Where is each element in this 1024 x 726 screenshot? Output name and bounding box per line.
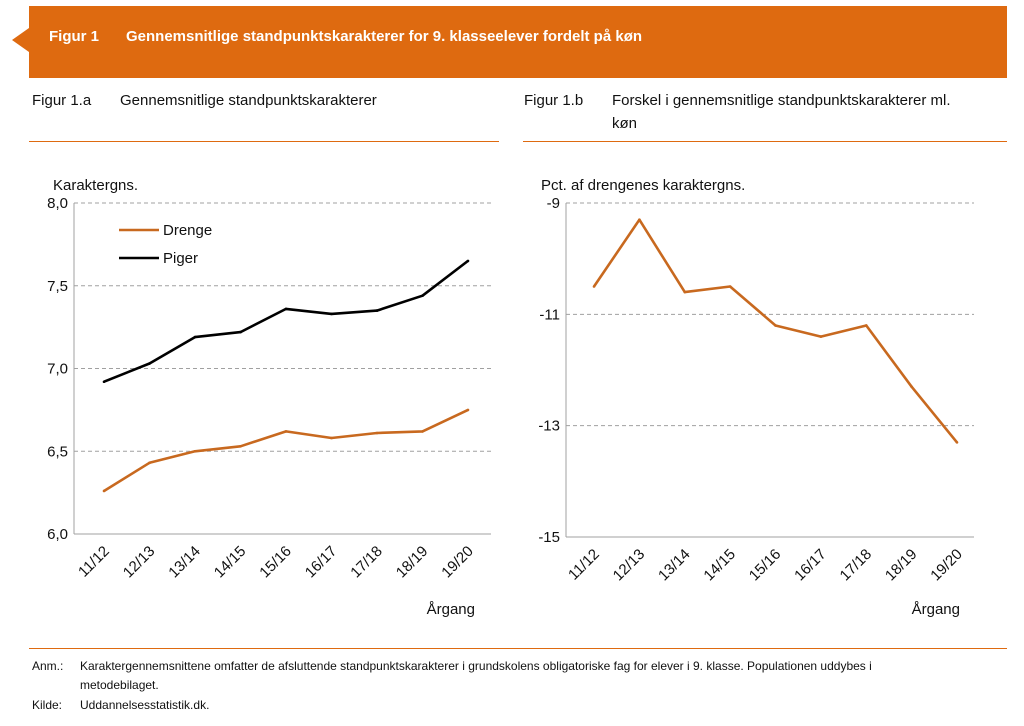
chart-b-x-tick-label: 18/19 [882, 546, 921, 585]
chart-a-data-point [466, 259, 470, 263]
chart-a-legend-label-drenge: Drenge [163, 222, 212, 239]
chart-a-y-axis-title: Karaktergns. [53, 177, 138, 194]
chart-a-x-tick-label: 19/20 [438, 543, 477, 582]
chart-a-data-point [102, 380, 106, 384]
panel-a-figure-label: Figur 1.a [32, 92, 92, 109]
chart-b-x-tick-label: 11/12 [565, 546, 603, 584]
chart-b-x-tick-label: 12/13 [610, 546, 649, 585]
chart-b-x-tick-label: 13/14 [655, 546, 694, 585]
chart-b-data-point [910, 385, 913, 389]
chart-a-data-point [148, 362, 151, 365]
figure-number: Figur 1 [49, 28, 100, 45]
chart-a-legend-label-piger: Piger [163, 250, 198, 267]
chart-a-y-tick-label: 6,5 [47, 443, 68, 460]
chart-b-x-tick-label: 14/15 [700, 546, 739, 585]
chart-b-y-axis-title: Pct. af drengenes karaktergns. [541, 177, 745, 194]
chart-a-data-point [148, 461, 151, 465]
chart-a-data-point [421, 294, 424, 297]
chart-a-x-tick-label: 12/13 [120, 543, 159, 582]
chart-a-data-point [330, 436, 333, 440]
panel-b-title-line1: Forskel i gennemsnitlige standpunktskara… [612, 92, 951, 109]
chart-b-x-tick-label: 15/16 [746, 546, 785, 585]
anm-line2: metodebilaget. [80, 678, 159, 692]
chart-b-y-tick-label: -13 [538, 418, 560, 435]
chart-b-x-tick-label: 19/20 [927, 546, 966, 585]
chart-b-x-tick-label: 17/18 [837, 546, 876, 585]
chart-a-x-tick-label: 16/17 [302, 543, 341, 582]
chart-b-data-point [728, 285, 732, 288]
chart-a-data-point [330, 312, 333, 316]
figure-title: Gennemsnitlige standpunktskarakterer for… [126, 28, 643, 45]
chart-b-y-tick-label: -15 [538, 529, 560, 546]
chart-b-data-point [592, 285, 596, 288]
anm-label: Anm.: [32, 659, 64, 673]
chart-a-data-point [375, 431, 379, 435]
chart-b-data-point [683, 290, 687, 294]
chart-a-series-line-piger [103, 259, 469, 383]
chart-b-data-point [864, 324, 868, 327]
chart-b-y-tick-label: -11 [539, 306, 560, 323]
kilde-text: Uddannelsesstatistik.dk. [80, 698, 210, 712]
anm-line1: Karaktergennemsnittene omfatter de afslu… [80, 659, 872, 673]
chart-panel-b: -15 -13 -11 -9 11/12 12/13 13/14 14/15 15/16 16/1… [538, 177, 974, 618]
chart-a-x-tick-label: 18/19 [393, 543, 432, 582]
figure-banner: Figur 1 Gennemsnitlige standpunktskarakt… [29, 6, 1007, 78]
chart-a-x-tick-label: 17/18 [347, 543, 386, 582]
chart-panel-a: 6,0 6,5 7,0 7,5 8,0 11/12 12/13 13/14 14/15 15/16… [47, 177, 491, 618]
kilde-label: Kilde: [32, 698, 63, 712]
chart-a-data-point [102, 489, 106, 493]
chart-b-y-tick-label: -9 [547, 195, 560, 212]
chart-a-data-point [193, 335, 197, 339]
banner-notch [12, 28, 29, 52]
chart-a-x-tick-label: 15/16 [256, 543, 295, 582]
chart-a-x-tick-label: 14/15 [211, 543, 250, 582]
chart-a-data-point [375, 309, 379, 312]
chart-a-y-tick-label: 7,5 [47, 278, 68, 295]
chart-a-y-tick-label: 6,0 [47, 526, 68, 543]
chart-a-data-point [284, 430, 288, 433]
panel-b-divider [523, 141, 1007, 142]
chart-b-data-point [774, 324, 777, 327]
notes-divider [29, 648, 1007, 649]
panel-a-title: Gennemsnitlige standpunktskarakterer [120, 92, 377, 109]
panel-a-divider [29, 141, 499, 142]
chart-b-series-line-0 [592, 218, 959, 444]
panel-b-figure-label: Figur 1.b [524, 92, 584, 109]
chart-b-x-axis-title: Årgang [912, 601, 960, 618]
chart-a-data-point [284, 307, 288, 311]
chart-a-x-tick-label: 11/12 [75, 543, 113, 581]
chart-b-x-tick-label: 16/17 [791, 546, 830, 585]
chart-a-data-point [193, 449, 197, 453]
chart-a-data-point [239, 330, 242, 334]
chart-a-x-tick-label: 13/14 [165, 543, 204, 582]
chart-a-data-point [421, 430, 424, 433]
chart-a-data-point [239, 444, 242, 448]
panel-b-title-line2: køn [612, 115, 638, 132]
chart-a-y-tick-label: 8,0 [47, 195, 68, 212]
chart-a-y-tick-label: 7,0 [47, 361, 68, 378]
chart-b-data-point [819, 335, 823, 338]
chart-a-data-point [466, 408, 470, 412]
chart-a-series-line-drenge [103, 408, 469, 493]
chart-a-x-axis-title: Årgang [427, 601, 475, 618]
chart-b-data-point [638, 218, 641, 221]
chart-b-data-point [955, 441, 959, 444]
